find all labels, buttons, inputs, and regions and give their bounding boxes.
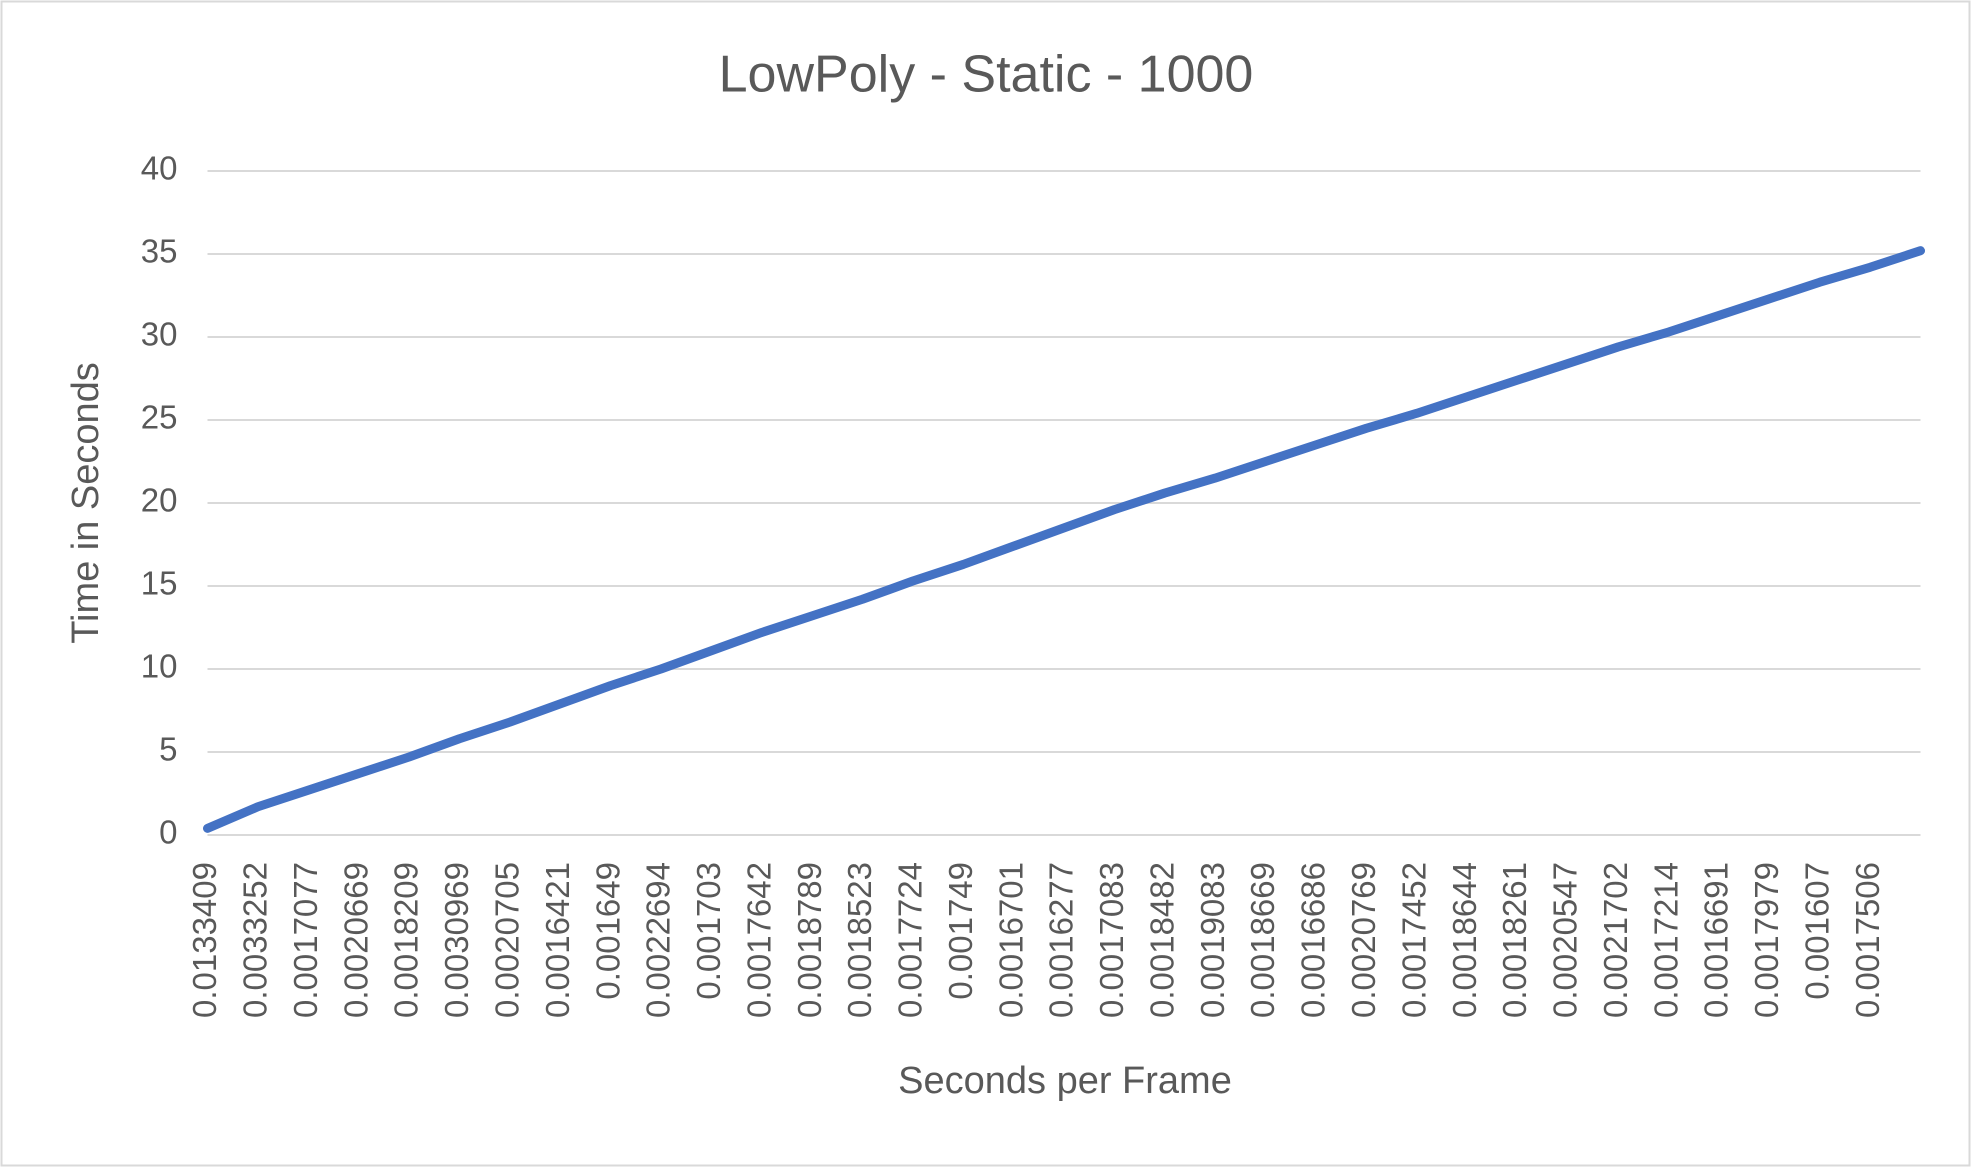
x-tick-label: 0.0020669 bbox=[337, 862, 374, 1018]
x-tick-label: 0.0017083 bbox=[1093, 862, 1130, 1018]
x-tick-label: 0.0016701 bbox=[992, 862, 1029, 1018]
x-tick-label: 0.0017724 bbox=[892, 862, 929, 1018]
y-tick-label: 15 bbox=[141, 565, 178, 602]
x-tick-label: 0.001607 bbox=[1798, 862, 1835, 1000]
x-tick-label: 0.0017506 bbox=[1849, 862, 1886, 1018]
y-tick-label: 25 bbox=[141, 399, 178, 436]
chart-title: LowPoly - Static - 1000 bbox=[719, 46, 1254, 104]
x-axis-label: Seconds per Frame bbox=[898, 1060, 1232, 1102]
x-tick-label: 0.0019083 bbox=[1194, 862, 1231, 1018]
x-tick-label: 0.0133409 bbox=[186, 862, 223, 1018]
x-tick-label: 0.001749 bbox=[942, 862, 979, 1000]
x-tick-label: 0.0018209 bbox=[388, 862, 425, 1018]
y-axis-label: Time in Seconds bbox=[65, 362, 107, 644]
x-tick-label: 0.0016686 bbox=[1295, 862, 1332, 1018]
y-tick-label: 20 bbox=[141, 482, 178, 519]
x-tick-label: 0.0022694 bbox=[640, 862, 677, 1018]
x-tick-label: 0.0017214 bbox=[1647, 862, 1684, 1018]
x-tick-label: 0.0021702 bbox=[1597, 862, 1634, 1018]
data-line bbox=[203, 246, 1925, 833]
y-tick-label: 0 bbox=[159, 814, 177, 851]
x-tick-label: 0.0018644 bbox=[1446, 862, 1483, 1018]
x-tick-label: 0.0016277 bbox=[1043, 862, 1080, 1018]
x-tick-label: 0.0030969 bbox=[438, 862, 475, 1018]
y-tick-label: 40 bbox=[141, 150, 178, 187]
x-tick-label: 0.0016421 bbox=[539, 862, 576, 1018]
x-tick-label: 0.001649 bbox=[589, 862, 626, 1000]
x-tick-label: 0.0020705 bbox=[489, 862, 526, 1018]
x-tick-label: 0.0017979 bbox=[1748, 862, 1785, 1018]
x-tick-label: 0.0020547 bbox=[1547, 862, 1584, 1018]
x-tick-label: 0.0018523 bbox=[841, 862, 878, 1018]
y-tick-label: 35 bbox=[141, 233, 178, 270]
x-tick-label: 0.0018482 bbox=[1143, 862, 1180, 1018]
x-tick-label: 0.0018261 bbox=[1496, 862, 1533, 1018]
x-tick-label: 0.0018789 bbox=[791, 862, 828, 1018]
x-tick-label: 0.0016691 bbox=[1698, 862, 1735, 1018]
x-tick-label: 0.0018669 bbox=[1244, 862, 1281, 1018]
y-tick-label: 10 bbox=[141, 648, 178, 685]
y-tick-label: 30 bbox=[141, 316, 178, 353]
y-tick-label: 5 bbox=[159, 731, 177, 768]
x-tick-label: 0.0017452 bbox=[1395, 862, 1432, 1018]
x-tick-label: 0.0017642 bbox=[740, 862, 777, 1018]
x-tick-label: 0.0017077 bbox=[287, 862, 324, 1018]
x-tick-label: 0.0033252 bbox=[237, 862, 274, 1018]
x-tick-label: 0.001703 bbox=[690, 862, 727, 1000]
x-tick-label: 0.0020769 bbox=[1345, 862, 1382, 1018]
